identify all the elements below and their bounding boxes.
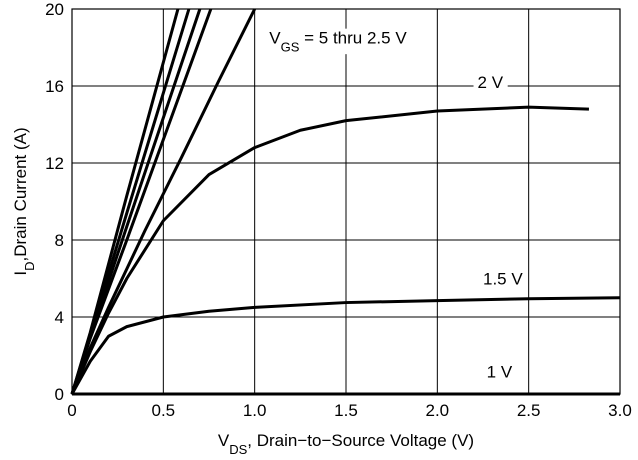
y-tick-label: 8 xyxy=(55,231,64,250)
y-axis-label: ID,Drain Current (A) xyxy=(11,127,37,275)
x-axis-label-main: V xyxy=(218,431,230,450)
label-background xyxy=(265,28,412,55)
y-tick-label: 0 xyxy=(55,385,64,404)
y-tick-label: 12 xyxy=(45,154,64,173)
y-tick-label: 16 xyxy=(45,77,64,96)
y-tick-label: 20 xyxy=(45,0,64,19)
x-axis-label-sub: DS xyxy=(229,442,247,457)
annotation-main: V xyxy=(269,29,281,48)
label-background xyxy=(479,269,528,289)
x-tick-label: 2.0 xyxy=(426,401,450,420)
y-axis-label-rest: ,Drain Current (A) xyxy=(11,127,30,261)
x-tick-label: 2.5 xyxy=(517,401,541,420)
curve xyxy=(70,296,621,395)
curve xyxy=(70,8,257,395)
curve-label: 1 V xyxy=(487,363,513,382)
label-background xyxy=(482,362,517,382)
y-axis-label-sub: D xyxy=(22,262,37,271)
curve xyxy=(70,8,213,395)
label-background xyxy=(473,72,508,92)
curve-label: 1.5 V xyxy=(483,269,523,288)
x-tick-label: 1.5 xyxy=(334,401,358,420)
curve-label: 2 V xyxy=(478,73,504,92)
curve xyxy=(70,105,589,395)
x-tick-label: 3.0 xyxy=(608,401,632,420)
annotation-rest: = 5 thru 2.5 V xyxy=(299,29,407,48)
x-tick-label: 0 xyxy=(67,401,76,420)
annotation: VGS = 5 thru 2.5 V xyxy=(269,29,407,55)
x-tick-label: 0.5 xyxy=(152,401,176,420)
y-axis-label-main: I xyxy=(11,271,30,276)
y-tick-label: 4 xyxy=(55,308,64,327)
x-axis-label: VDS, Drain−to−Source Voltage (V) xyxy=(218,431,474,457)
x-axis-label-rest: , Drain−to−Source Voltage (V) xyxy=(247,431,474,450)
annotation-sub: GS xyxy=(281,39,300,54)
x-tick-label: 1.0 xyxy=(243,401,267,420)
